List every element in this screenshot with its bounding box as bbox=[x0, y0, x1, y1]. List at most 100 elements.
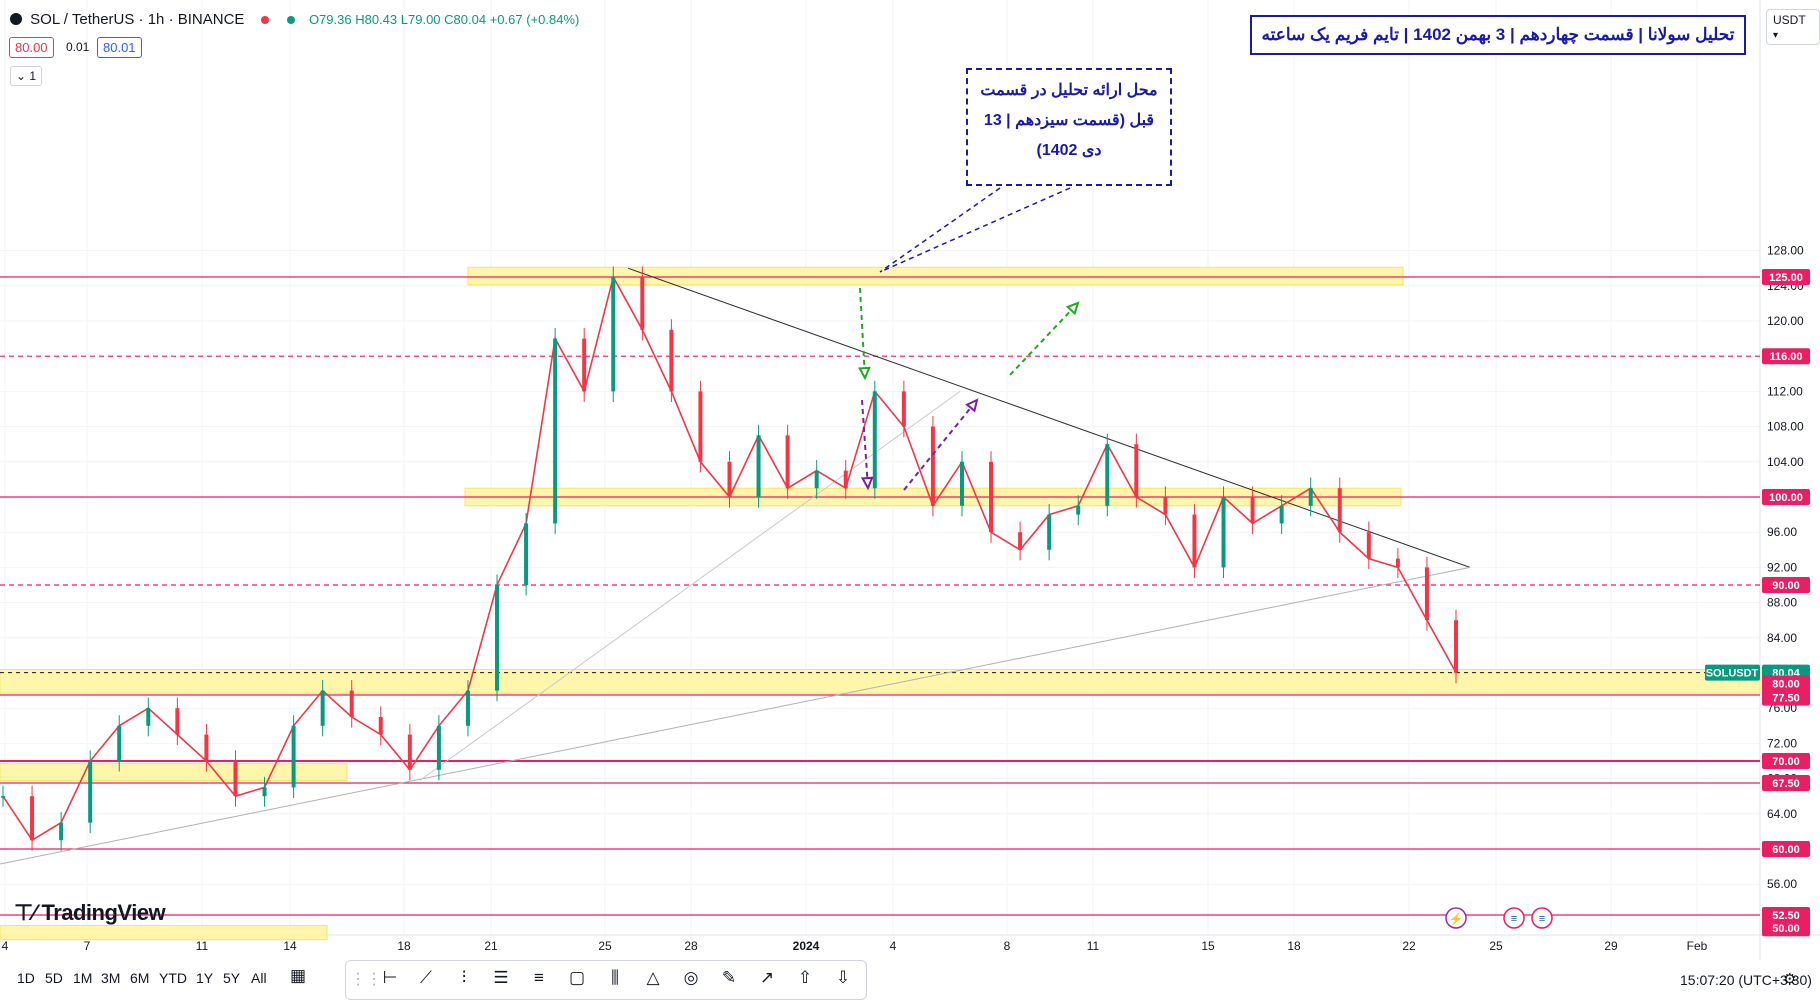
candle-body bbox=[785, 435, 790, 489]
candle-body bbox=[611, 277, 616, 392]
open-value: O79.36 bbox=[308, 12, 352, 27]
bars-icon[interactable]: ⫼ bbox=[611, 968, 619, 987]
symbol-header[interactable]: SOL / TetherUS · 1h · BINANCE O79.36 H80… bbox=[10, 11, 579, 28]
change-value: +0.67 (+0.84%) bbox=[489, 12, 580, 27]
chevron-down-icon: ▾ bbox=[1773, 30, 1779, 41]
y-tick-label: 120.00 bbox=[1767, 314, 1804, 328]
y-tick-label: 64.00 bbox=[1767, 807, 1797, 821]
currency-label: USDT bbox=[1773, 13, 1806, 27]
price-axis-tag[interactable] bbox=[1762, 348, 1810, 365]
candle-body bbox=[959, 461, 964, 506]
green-up-arrow-head bbox=[1065, 301, 1080, 316]
price-axis-tag[interactable] bbox=[1762, 907, 1810, 923]
timeframe-1m[interactable]: 1M bbox=[73, 970, 93, 986]
purple-down-arrow[interactable] bbox=[861, 399, 869, 489]
solana-icon bbox=[10, 13, 22, 25]
purple-up-arrow-head bbox=[965, 398, 979, 413]
settings-gear-icon[interactable]: ⚙ bbox=[1783, 971, 1797, 988]
price-axis-tag-label: 125.00 bbox=[1769, 272, 1803, 284]
price-axis-tag-label: 77.50 bbox=[1772, 693, 1800, 705]
timeframe-3m[interactable]: 3M bbox=[101, 970, 121, 986]
vertical-line-icon[interactable]: ⫶ bbox=[461, 968, 467, 987]
live-dot-icon bbox=[286, 16, 295, 24]
calendar-icon[interactable]: ▦ bbox=[290, 966, 307, 985]
price-axis-tag-label: 100.00 bbox=[1769, 492, 1803, 504]
support-resistance-zone bbox=[0, 668, 1761, 694]
timeframe-ytd[interactable]: YTD bbox=[159, 970, 187, 986]
cursor-icon[interactable]: ⊢ bbox=[382, 968, 398, 987]
arrow-down-icon[interactable]: ⇩ bbox=[835, 968, 851, 987]
us-flag-event-glyph: ≡ bbox=[1539, 913, 1545, 925]
y-tick-label: 108.00 bbox=[1767, 420, 1804, 434]
lightning-event-icon[interactable] bbox=[1445, 907, 1467, 929]
price-axis-tag[interactable] bbox=[1762, 689, 1810, 706]
timeframe-5d[interactable]: 5D bbox=[45, 970, 63, 986]
x-tick-label: 25 bbox=[598, 939, 612, 953]
fib-icon[interactable]: ☰ bbox=[493, 968, 509, 987]
candle-body bbox=[553, 338, 558, 524]
candle-body bbox=[1, 796, 5, 798]
drag-handle-icon[interactable]: ⋮⋮ bbox=[350, 971, 382, 988]
timeframe-all[interactable]: All bbox=[251, 970, 267, 986]
note-line-2: قبل (قسمت سیزدهم | 13 bbox=[983, 112, 1155, 129]
brush-icon[interactable]: ✎ bbox=[721, 968, 737, 987]
candle-body bbox=[640, 277, 645, 330]
x-tick-label: 2024 bbox=[793, 939, 820, 953]
indicators-toggle[interactable]: ⌄ 1 bbox=[10, 66, 43, 86]
candle-body bbox=[814, 470, 819, 489]
circle-icon[interactable]: ◎ bbox=[683, 968, 699, 987]
candle-body bbox=[117, 725, 122, 761]
timeframe-5y[interactable]: 5Y bbox=[223, 970, 241, 986]
candle-body bbox=[233, 761, 238, 797]
purple-up-arrow[interactable] bbox=[903, 399, 978, 491]
candle-body bbox=[843, 470, 848, 489]
candle-body bbox=[1250, 497, 1255, 524]
price-axis-tag[interactable] bbox=[1762, 269, 1810, 285]
candle-body bbox=[436, 725, 441, 770]
close-value: C80.04 bbox=[444, 12, 487, 27]
previous-analysis-note: محل ارائه تحلیل در قسمت قبل (قسمت سیزدهم… bbox=[966, 68, 1172, 186]
candle-body bbox=[1076, 505, 1081, 515]
candle-body bbox=[146, 708, 151, 726]
timeframe-1d[interactable]: 1D bbox=[17, 970, 35, 986]
rectangle-icon[interactable]: ▢ bbox=[568, 968, 586, 987]
clock-readout: 15:07:20 (UTC+3:30) bbox=[1680, 972, 1812, 988]
candle-body bbox=[320, 690, 325, 726]
currency-selector[interactable]: USDT ▾ bbox=[1766, 9, 1820, 45]
line-icon[interactable]: ⟋ bbox=[420, 968, 432, 987]
bid-price[interactable]: 80.00 bbox=[9, 37, 54, 58]
green-down-arrow[interactable] bbox=[859, 287, 866, 379]
channel-icon[interactable]: ≡ bbox=[534, 968, 544, 987]
y-tick-label: 88.00 bbox=[1767, 596, 1797, 610]
candle-body bbox=[1279, 505, 1284, 524]
timeframe-1y[interactable]: 1Y bbox=[196, 970, 214, 986]
candle-body bbox=[989, 461, 994, 533]
price-axis-tag[interactable] bbox=[1762, 577, 1810, 593]
price-axis-tag[interactable] bbox=[1762, 920, 1810, 937]
ascending-trendline-steep[interactable] bbox=[419, 390, 961, 781]
us-flag-event-icon[interactable] bbox=[1531, 907, 1553, 929]
price-axis-tag[interactable] bbox=[1762, 675, 1810, 692]
candle-body bbox=[1105, 444, 1110, 506]
lightning-event-glyph: ⚡ bbox=[1449, 912, 1464, 926]
support-resistance-zone bbox=[467, 266, 1404, 286]
price-series-line[interactable] bbox=[2, 274, 1457, 842]
ascending-trendline[interactable] bbox=[0, 566, 1471, 865]
price-axis-tag[interactable] bbox=[1762, 775, 1810, 791]
triangle-icon[interactable]: △ bbox=[646, 968, 660, 987]
us-flag-event-icon[interactable] bbox=[1503, 907, 1525, 929]
ask-price[interactable]: 80.01 bbox=[97, 37, 142, 58]
candle-body bbox=[349, 690, 354, 717]
y-tick-label: 128.00 bbox=[1767, 244, 1804, 258]
timeframe-6m[interactable]: 6M bbox=[130, 970, 150, 986]
arrow-icon[interactable]: ↗ bbox=[759, 968, 775, 987]
price-axis-tag[interactable] bbox=[1762, 753, 1810, 769]
note-line-1: محل ارائه تحلیل در قسمت bbox=[980, 82, 1158, 99]
x-tick-label: 14 bbox=[283, 939, 297, 953]
price-axis-tag[interactable] bbox=[1762, 489, 1810, 505]
arrow-up-icon[interactable]: ⇧ bbox=[797, 968, 813, 987]
price-axis-tag[interactable] bbox=[1762, 841, 1810, 857]
symbol-label[interactable]: SOL / TetherUS · 1h · BINANCE bbox=[30, 11, 245, 28]
green-up-arrow[interactable] bbox=[1009, 302, 1079, 376]
